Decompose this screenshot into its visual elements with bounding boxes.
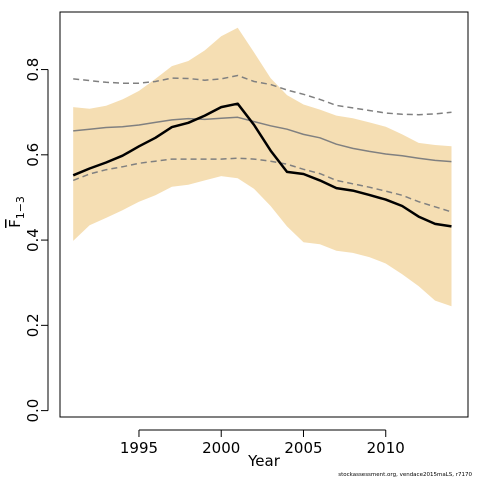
plot-frame (59, 11, 469, 418)
y-axis-title: F1−3 (6, 196, 27, 228)
y-tick-label: 0.0 (24, 399, 42, 423)
y-axis-title-main: F (6, 219, 24, 228)
confidence-band (73, 27, 452, 307)
x-tick-label: 2000 (202, 439, 240, 457)
x-axis: 1995 2000 2005 2010 (120, 429, 405, 457)
y-axis-title-subscript: 1−3 (14, 196, 27, 219)
median-line (73, 116, 452, 163)
lower-quantile-line (72, 157, 452, 213)
x-tick-label: 2005 (284, 439, 322, 457)
svg-text:F1−3: F1−3 (6, 196, 27, 228)
footer-credit: stockassessment.org, vendace2015maLS, r7… (338, 472, 472, 478)
estimate-line (72, 102, 452, 228)
plot-layer (72, 27, 452, 307)
y-axis: 0.0 0.2 0.4 0.6 0.8 (24, 58, 49, 423)
y-tick-label: 0.6 (24, 143, 42, 167)
x-tick-label: 1995 (120, 439, 158, 457)
x-axis-title: Year (247, 452, 281, 470)
upper-quantile-line (73, 74, 452, 116)
x-tick-label: 2010 (367, 439, 405, 457)
y-tick-label: 0.2 (24, 313, 42, 337)
y-tick-label: 0.8 (24, 58, 42, 82)
y-tick-label: 0.4 (24, 228, 42, 252)
